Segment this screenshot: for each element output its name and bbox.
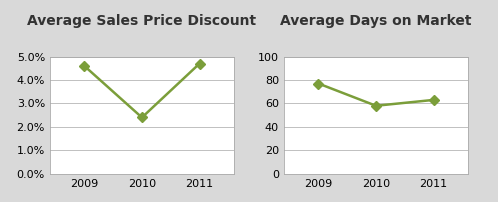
Text: Average Days on Market: Average Days on Market [280, 14, 472, 28]
Text: Average Sales Price Discount: Average Sales Price Discount [27, 14, 256, 28]
